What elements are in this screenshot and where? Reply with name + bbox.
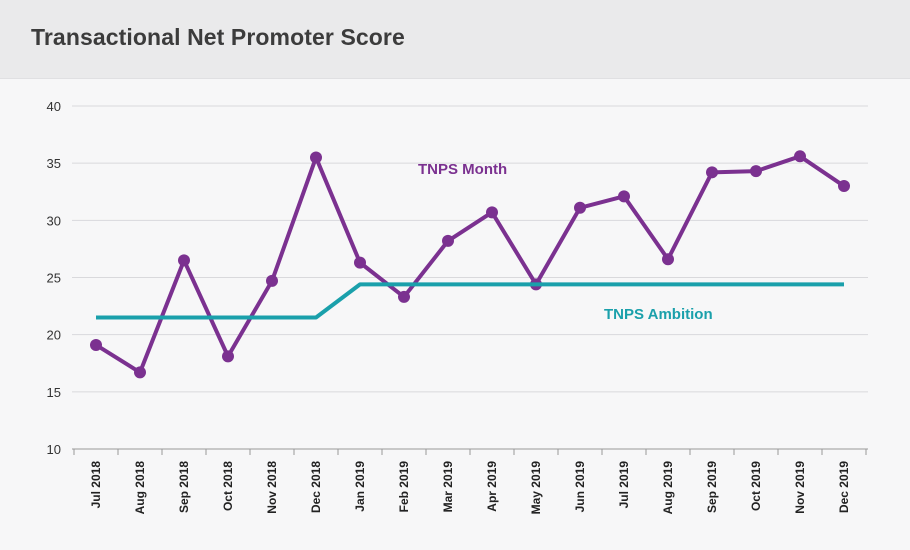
- x-tick-label: Feb 2019: [397, 461, 411, 513]
- x-tick-label: Jul 2018: [89, 461, 103, 509]
- x-tick-label: Jan 2019: [353, 461, 367, 512]
- y-tick-label: 25: [47, 271, 61, 286]
- data-point: [662, 253, 674, 266]
- x-axis: Jul 2018 Aug 2018 Sep 2018 Oct 2018 Nov 2018…: [73, 449, 867, 515]
- y-axis: 10 15 20 25 30 35 40: [47, 99, 61, 457]
- x-tick-label: Aug 2019: [661, 461, 675, 515]
- x-tick-label: Oct 2019: [749, 461, 763, 511]
- data-point: [310, 151, 322, 164]
- x-tick-label: Sep 2018: [177, 461, 191, 513]
- data-point: [794, 150, 806, 163]
- x-tick-label: Dec 2019: [837, 461, 851, 513]
- series-labels: TNPS Month TNPS Ambition: [418, 161, 713, 323]
- data-point: [618, 190, 630, 203]
- y-tick-label: 40: [47, 99, 61, 114]
- x-tick-label: Nov 2018: [265, 461, 279, 514]
- data-point: [486, 206, 498, 219]
- x-tick-label: Jun 2019: [573, 461, 587, 513]
- series-line-1: [96, 282, 844, 320]
- chart-header: Transactional Net Promoter Score: [0, 0, 910, 79]
- data-point: [838, 180, 850, 193]
- y-tick-label: 15: [47, 385, 61, 400]
- x-tick-label: Nov 2019: [793, 461, 807, 514]
- x-tick-label: Sep 2019: [705, 461, 719, 513]
- data-point: [398, 290, 410, 303]
- data-point: [750, 165, 762, 178]
- x-tick-label: Mar 2019: [441, 461, 455, 513]
- data-point: [354, 256, 366, 269]
- chart-title: Transactional Net Promoter Score: [31, 24, 405, 50]
- y-tick-label: 35: [47, 156, 61, 171]
- y-tick-label: 30: [47, 213, 61, 228]
- data-point: [134, 366, 146, 379]
- x-tick-label: Aug 2018: [133, 461, 147, 515]
- series-label-month: TNPS Month: [418, 161, 507, 178]
- x-tick-label: Dec 2018: [309, 461, 323, 513]
- data-point: [90, 338, 102, 351]
- data-point: [442, 234, 454, 247]
- series-label-ambition: TNPS Ambition: [604, 306, 713, 323]
- line-chart: 10 15 20 25 30 35 40 Jul 2018 Aug 2018 Sep 2018 O…: [47, 99, 868, 515]
- data-point: [222, 350, 234, 363]
- x-tick-label: Jul 2019: [617, 461, 631, 509]
- gridlines: [72, 105, 868, 450]
- x-tick-label: Apr 2019: [485, 461, 499, 512]
- data-point: [178, 254, 190, 267]
- y-tick-label: 10: [47, 442, 61, 457]
- data-point: [266, 274, 278, 287]
- series-line-0: [94, 154, 846, 375]
- series-lines: [90, 150, 850, 379]
- x-tick-label: Oct 2018: [221, 461, 235, 511]
- data-point: [706, 166, 718, 179]
- data-point: [574, 201, 586, 214]
- x-tick-label: May 2019: [529, 461, 543, 515]
- y-tick-label: 20: [47, 328, 61, 343]
